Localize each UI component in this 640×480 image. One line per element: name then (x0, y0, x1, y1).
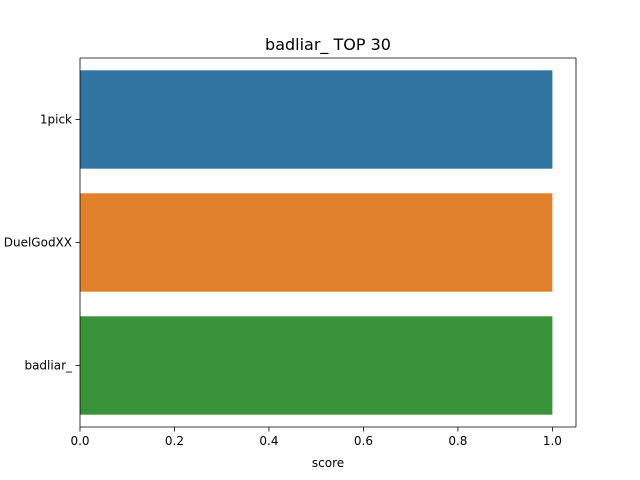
x-tick-label: 1.0 (543, 434, 562, 448)
bars-layer (80, 70, 553, 415)
y-tick-label: badliar_ (24, 359, 73, 373)
y-tick-label: 1pick (40, 113, 72, 127)
x-tick-label: 0.8 (448, 434, 467, 448)
bar-duelgodxx (80, 193, 553, 292)
bar-badliar- (80, 316, 553, 415)
chart-title: badliar_ TOP 30 (265, 35, 391, 55)
x-axis-label: score (312, 456, 344, 470)
x-tick-label: 0.0 (70, 434, 89, 448)
axes-layer: 0.0 0.2 0.4 0.6 0.8 1.0 1pick DuelGodXX badliar_ (4, 57, 577, 448)
bar-1pick (80, 70, 553, 169)
x-tick-label: 0.4 (259, 434, 278, 448)
x-tick-label: 0.2 (165, 434, 184, 448)
x-tick-label: 0.6 (354, 434, 373, 448)
y-tick-label: DuelGodXX (4, 236, 72, 250)
